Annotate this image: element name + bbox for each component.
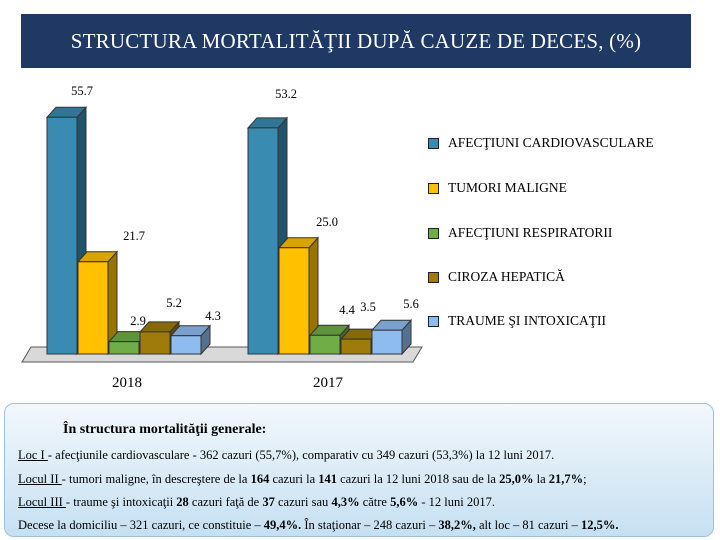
legend-label-traume: TRAUME ŞI INTOXICAŢII — [448, 313, 606, 328]
legend-item-cardiovasculare: AFECŢIUNI CARDIOVASCULARE — [428, 135, 654, 151]
legend-item-tumori: TUMORI MALIGNE — [428, 180, 567, 196]
note-line-3: Locul III - traume şi intoxicaţii 28 caz… — [18, 495, 495, 510]
note-3-text-c: cazuri sau — [274, 495, 332, 509]
data-label: 53.2 — [275, 87, 297, 101]
legend-label-cardiovasculare: AFECŢIUNI CARDIOVASCULARE — [448, 135, 654, 150]
note-1-rank: Loc I — [18, 448, 48, 462]
note-2-value-b: 141 — [318, 472, 337, 486]
legend-swatch-respiratorii — [428, 227, 439, 239]
note-3-value-c: 4,3% — [331, 495, 360, 509]
note-line-1: Loc I - afecţiunile cardiovasculare - 36… — [18, 448, 554, 463]
note-2-text-a: - tumori maligne, în descreştere de la — [61, 472, 251, 486]
chart-title: STRUCTURA MORTALITĂŢII DUPĂ CAUZE DE DEC… — [21, 14, 691, 68]
bar — [77, 261, 109, 355]
note-3-text-a: - traume şi intoxicaţii — [65, 495, 177, 509]
data-label: 55.7 — [71, 84, 93, 98]
note-2-rank: Locul II — [18, 472, 62, 486]
legend-label-ciroza: CIROZA HEPATICĂ — [448, 269, 565, 284]
bar — [108, 341, 140, 355]
legend-swatch-tumori — [428, 182, 439, 194]
note-3-text-e: - 12 luni 2017. — [418, 495, 495, 509]
data-label: 4.3 — [205, 309, 221, 323]
note-3-rank: Locul III — [18, 495, 66, 509]
note-3-text-d: către — [359, 495, 391, 509]
note-2-value-d: 21,7% — [548, 472, 584, 486]
bar — [278, 247, 310, 355]
note-3-value-d: 5,6% — [390, 495, 419, 509]
data-label: 25.0 — [316, 215, 338, 229]
note-3-value-b: 37 — [262, 495, 275, 509]
note-2-text-b: cazuri la — [269, 472, 319, 486]
legend-item-respiratorii: AFECŢIUNI RESPIRATORII — [428, 225, 612, 241]
note-4-text-a: Decese la domiciliu – 321 cazuri, ce con… — [18, 518, 264, 532]
legend-swatch-ciroza — [428, 271, 439, 283]
note-4-text-b: În staţionar – 248 cazuri – — [301, 518, 439, 532]
legend-item-traume: TRAUME ŞI INTOXICAŢII — [428, 313, 606, 329]
notes-heading: În structura mortalităţii generale: — [63, 422, 267, 437]
bar — [170, 335, 202, 355]
legend-item-ciroza: CIROZA HEPATICĂ — [428, 269, 565, 285]
note-2-value-a: 164 — [250, 472, 270, 486]
data-label: 5.2 — [166, 296, 182, 310]
note-2-text-c: cazuri la 12 luni 2018 sau de la — [337, 472, 500, 486]
category-label: 2017 — [313, 375, 344, 391]
bar — [139, 331, 171, 355]
data-label: 3.5 — [360, 300, 376, 314]
note-3-value-a: 28 — [176, 495, 189, 509]
data-label: 4.4 — [339, 303, 355, 317]
note-4-text-c: alt loc – 81 cazuri – — [475, 518, 582, 532]
legend-swatch-cardiovasculare — [428, 137, 439, 149]
bar-chart: 2018 2017 55.7 21.7 2.9 5.2 4.3 53.2 25.0 4.4 3.5 5… — [21, 84, 423, 391]
note-2-text-e: ; — [583, 472, 587, 486]
bar — [309, 334, 341, 355]
category-label: 2018 — [112, 375, 142, 391]
bar — [46, 116, 78, 355]
note-line-2: Locul II - tumori maligne, în descreşter… — [18, 472, 587, 487]
note-4-value-a: 49,4%. — [263, 518, 302, 532]
note-4-value-b: 38,2%, — [438, 518, 476, 532]
note-2-value-c: 25,0% — [499, 472, 534, 486]
data-label: 21.7 — [123, 229, 145, 243]
note-line-4: Decese la domiciliu – 321 cazuri, ce con… — [18, 518, 619, 533]
legend-swatch-traume — [428, 315, 439, 327]
legend-label-tumori: TUMORI MALIGNE — [448, 180, 567, 195]
data-label: 2.9 — [130, 314, 146, 328]
note-1-text: - afecţiunile cardiovasculare - 362 cazu… — [47, 448, 555, 462]
legend-label-respiratorii: AFECŢIUNI RESPIRATORII — [448, 225, 613, 240]
note-2-text-d: la — [533, 472, 549, 486]
bar — [371, 329, 403, 355]
notes-panel: În structura mortalităţii generale: Loc … — [4, 403, 714, 537]
note-4-value-c: 12,5%. — [581, 518, 619, 532]
bar — [340, 338, 372, 355]
note-3-text-b: cazuri faţă de — [188, 495, 263, 509]
data-label: 5.6 — [403, 297, 419, 311]
bar — [247, 127, 279, 355]
